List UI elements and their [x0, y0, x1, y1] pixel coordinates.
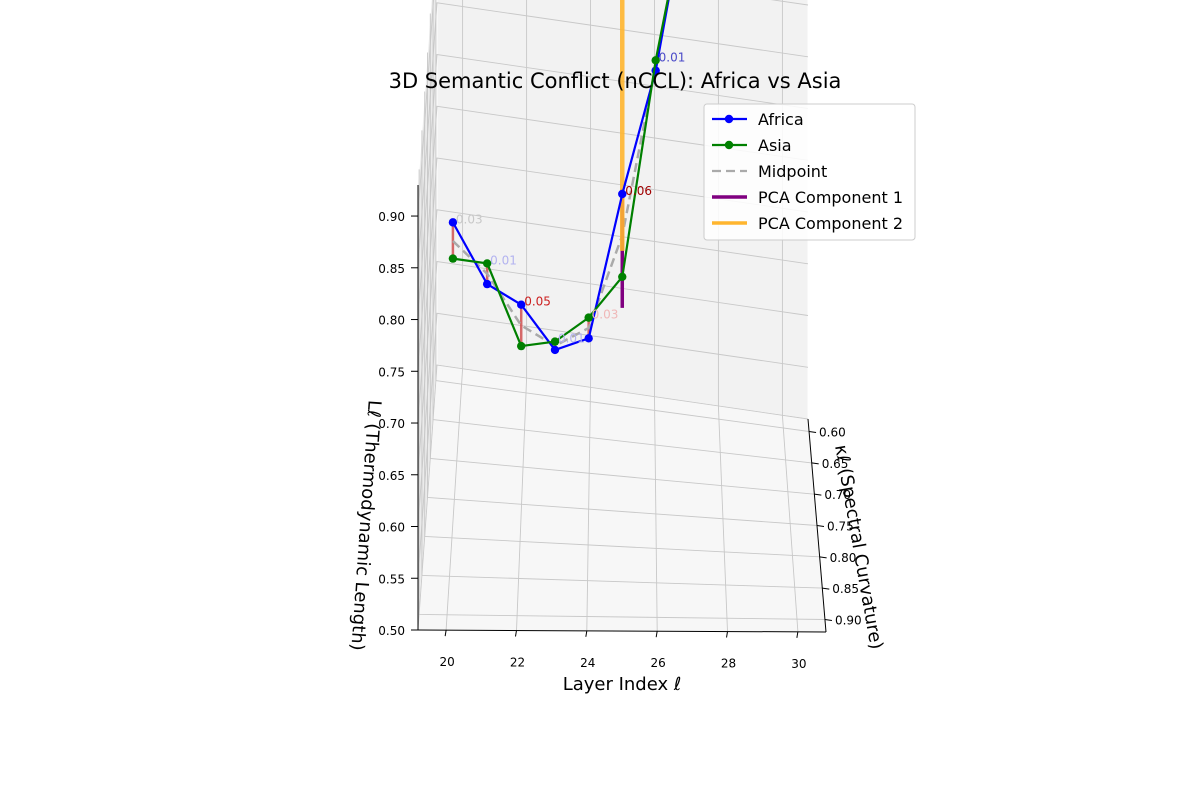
asia-point [517, 341, 526, 351]
z-tick-label: 0.75 [378, 365, 405, 379]
y-tick-mark [808, 431, 817, 434]
x-tick-mark [585, 630, 588, 637]
x-tick-label: 28 [721, 657, 736, 671]
asia-point [550, 337, 560, 346]
africa-point [618, 189, 627, 199]
y-tick-label: 0.60 [819, 426, 846, 440]
z-tick-label: 0.90 [378, 210, 405, 224]
y-tick-label: 0.70 [824, 488, 851, 502]
plot-series: 0.030.010.050.010.030.060.010.030.00 [448, 0, 686, 355]
asia-point [618, 272, 627, 281]
y-tick-label: 0.90 [835, 613, 862, 627]
z-grid-line [417, 157, 809, 424]
x-tick-label: 20 [439, 655, 454, 669]
x-tick-mark [726, 631, 729, 638]
y-tick-label: 0.80 [830, 551, 857, 565]
asia-point [584, 313, 593, 322]
z-grid-line [417, 53, 809, 320]
africa-point [482, 279, 492, 289]
y-tick-mark [814, 493, 822, 496]
conflict-label: 0.03 [592, 308, 619, 322]
y-tick-label: 0.75 [827, 520, 854, 534]
x-axis-line [417, 629, 827, 633]
conflict-label: 0.05 [524, 295, 551, 309]
x-axis-label: Layer Index ℓ [563, 674, 682, 695]
y-tick-mark [816, 525, 825, 527]
africa-point [550, 345, 560, 355]
z-grid-line [417, 364, 809, 631]
africa-point [584, 334, 593, 343]
x-tick-mark [655, 631, 658, 638]
asia-point [448, 254, 458, 263]
x-tick-mark [514, 630, 517, 637]
z-grid-line [417, 2, 809, 268]
x-tick-label: 26 [651, 656, 666, 670]
y-tick-label: 0.85 [832, 582, 859, 596]
z-tick-label: 0.80 [378, 314, 405, 328]
z-tick-label: 0.70 [378, 417, 405, 431]
conflict-label: 0.01 [558, 332, 585, 346]
legend-label: Asia [758, 136, 792, 155]
z-tick-label: 0.50 [378, 624, 405, 638]
y-tick-mark [824, 618, 833, 621]
x-tick-label: 24 [580, 656, 595, 670]
y-tick-mark [822, 587, 830, 590]
chart-title: 3D Semantic Conflict (nCCL): Africa vs A… [389, 69, 842, 93]
y-axis-line [807, 418, 827, 633]
z-tick-label: 0.55 [378, 572, 405, 586]
z-grid-line [417, 260, 809, 527]
asia-point [651, 56, 660, 65]
x-tick-mark [444, 630, 447, 637]
y-tick-label: 0.65 [822, 457, 849, 471]
conflict-label: 0.01 [659, 50, 686, 64]
z-tick-label: 0.65 [378, 469, 405, 483]
legend-label: Midpoint [758, 162, 827, 181]
z-grid-line [417, 0, 809, 217]
axis-ticks: 20 22 24 26 28 30 0.60 0.65 0.70 0.75 0.80 0.85 0.90… [378, 185, 862, 671]
conflict-label: 0.06 [625, 184, 652, 198]
legend-label: PCA Component 1 [758, 188, 903, 207]
grid-lines [417, 0, 825, 632]
conflict-label: 0.03 [456, 212, 483, 226]
conflict-label: 0.01 [490, 253, 517, 267]
x-tick-label: 30 [791, 657, 806, 671]
z-grid-line [417, 105, 809, 372]
legend-label: PCA Component 2 [758, 214, 903, 233]
legend-marker [724, 114, 734, 124]
legend-box [703, 103, 916, 241]
z-grid-line [417, 209, 809, 475]
y-tick-mark [811, 462, 819, 465]
asia-point [482, 259, 492, 268]
x-tick-mark [796, 631, 799, 638]
x-tick-label: 22 [510, 655, 525, 669]
legend-label: Africa [758, 110, 804, 129]
africa-point [448, 218, 458, 227]
z-tick-label: 0.60 [378, 521, 405, 535]
z-tick-label: 0.85 [378, 262, 405, 276]
y-tick-mark [819, 556, 827, 559]
africa-point [517, 300, 526, 309]
z-grid-line [417, 312, 809, 579]
legend: Africa Asia Midpoint PCA Component 1 PCA Com… [703, 103, 916, 241]
legend-marker [724, 140, 734, 150]
